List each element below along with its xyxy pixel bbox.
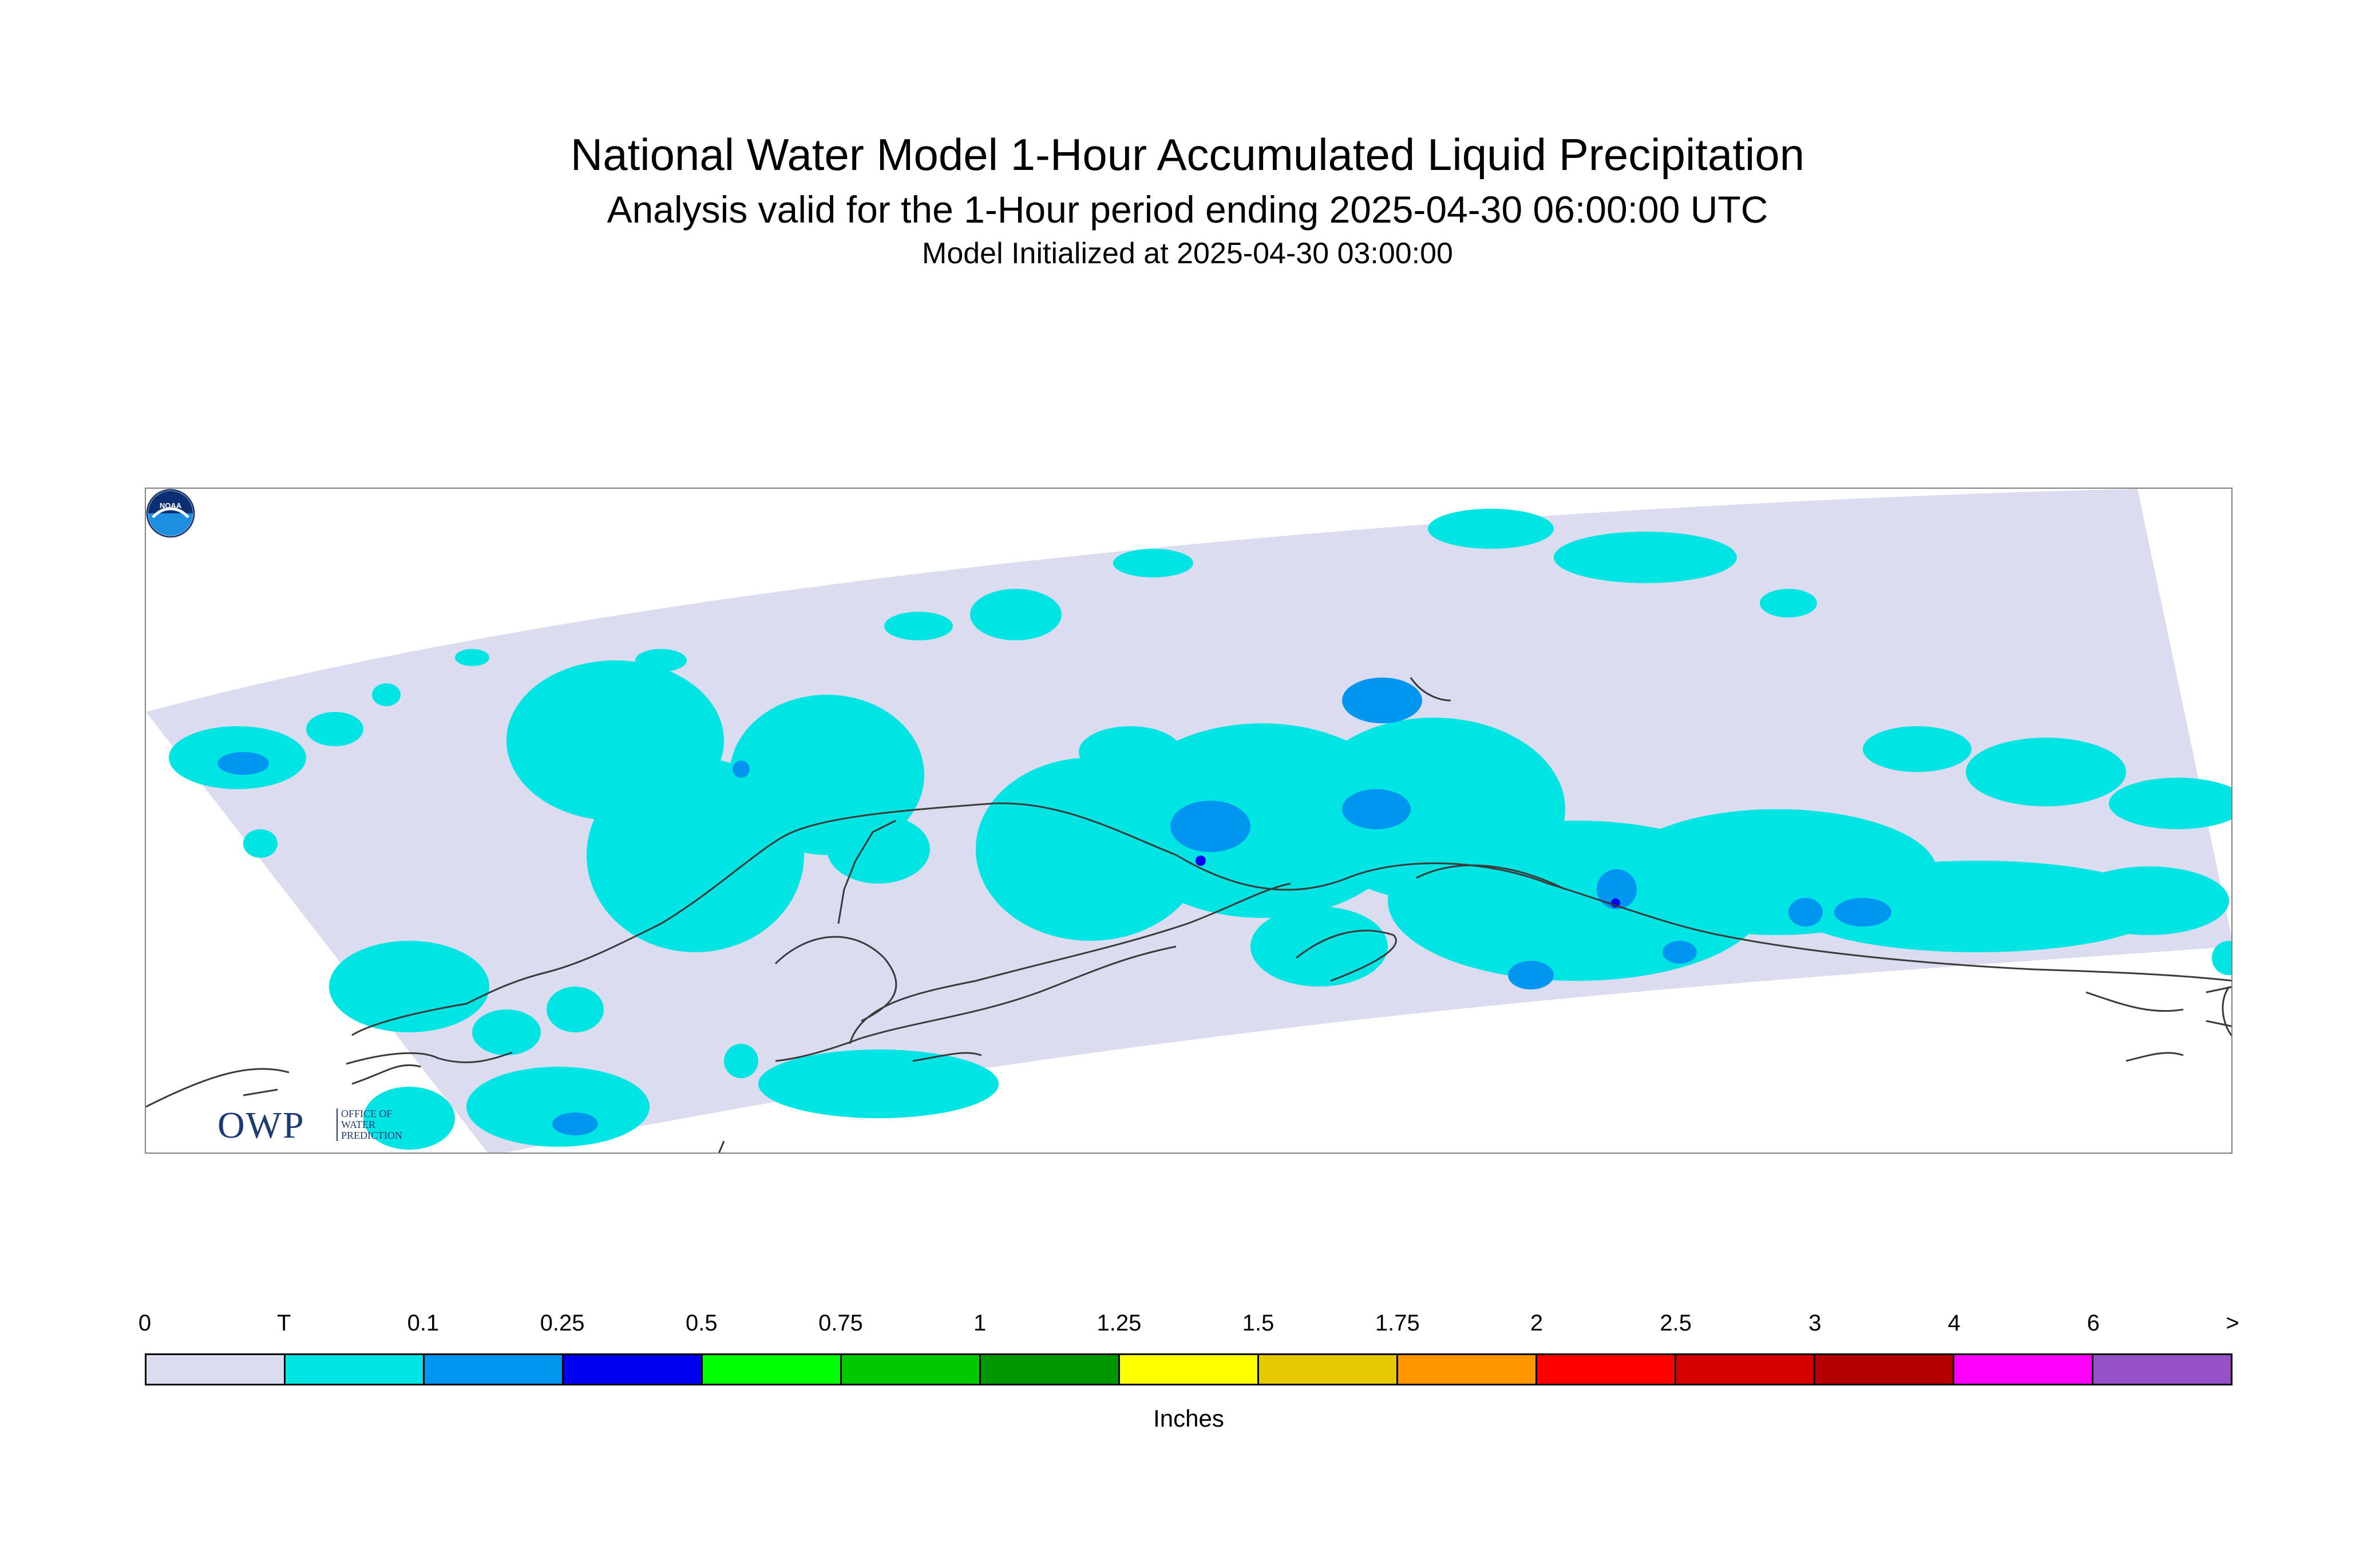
legend-swatch	[1815, 1355, 1954, 1384]
color-legend: 0 T 0.1 0.25 0.5 0.75 1 1.25 1.5 1.75 2 2.5 3 4 6 > Inc…	[138, 1310, 2239, 1454]
legend-tick-label: 1.5	[1242, 1310, 1274, 1336]
map-title: National Water Model 1-Hour Accumulated …	[570, 129, 1805, 180]
coastlines	[146, 677, 2231, 1153]
legend-tick-label: 4	[1948, 1310, 1961, 1336]
legend-swatch	[842, 1355, 981, 1384]
legend-swatch	[1537, 1355, 1676, 1384]
legend-swatch	[2093, 1355, 2231, 1384]
legend-color-bar	[145, 1353, 2232, 1385]
noaa-logo-text: NOAA	[160, 501, 182, 510]
model-init-line: Model Initialized at 2025-04-30 03:00:00	[922, 237, 1453, 270]
owp-sub-line-2: WATER	[341, 1119, 375, 1130]
owp-logo: OWP OFFICE OF WATER PREDICTION	[217, 1104, 435, 1150]
legend-tick-label: 2	[1530, 1310, 1543, 1336]
legend-tick-label: 1.25	[1097, 1310, 1142, 1336]
legend-tick-label: 0.1	[407, 1310, 440, 1336]
legend-swatch	[1259, 1355, 1398, 1384]
title-block: National Water Model 1-Hour Accumulated …	[0, 0, 2375, 343]
legend-swatch	[1676, 1355, 1815, 1384]
legend-tick-label: 2.5	[1660, 1310, 1692, 1336]
legend-tick-label: 3	[1808, 1310, 1822, 1336]
legend-swatch	[981, 1355, 1120, 1384]
legend-swatch	[564, 1355, 703, 1384]
legend-units-label: Inches	[1153, 1405, 1224, 1432]
legend-swatch	[425, 1355, 564, 1384]
precip-map	[146, 489, 2231, 1153]
legend-tick-label: 0.75	[818, 1310, 863, 1336]
legend-tick-label: T	[276, 1310, 291, 1336]
map-subtitle: Analysis valid for the 1-Hour period end…	[607, 188, 1768, 231]
legend-tick-label: 1.75	[1375, 1310, 1420, 1336]
legend-tick-label: 0	[138, 1310, 152, 1336]
legend-swatch	[703, 1355, 842, 1384]
owp-logo-mark: OWP	[217, 1104, 305, 1146]
map-panel[interactable]: OWP OFFICE OF WATER PREDICTION NOAA	[145, 488, 2232, 1154]
legend-tick-label: 0.25	[540, 1310, 585, 1336]
owp-sub-line-3: PREDICTION	[341, 1130, 402, 1141]
noaa-logo: NOAA	[146, 489, 195, 538]
legend-swatch	[147, 1355, 286, 1384]
legend-tick-label: 6	[2087, 1310, 2100, 1336]
owp-sub-line-1: OFFICE OF	[341, 1108, 393, 1119]
precip-light-blue-areas	[217, 678, 1891, 1135]
precip-trace-areas	[169, 509, 2231, 1150]
legend-tick-label: >	[2226, 1310, 2239, 1336]
legend-tick-label: 1	[973, 1310, 987, 1336]
legend-swatch	[1120, 1355, 1259, 1384]
legend-swatch	[1954, 1355, 2093, 1384]
owp-logo-subtext: OFFICE OF WATER PREDICTION	[337, 1108, 421, 1141]
legend-tick-label: 0.5	[685, 1310, 718, 1336]
legend-swatch	[286, 1355, 425, 1384]
legend-swatch	[1398, 1355, 1537, 1384]
